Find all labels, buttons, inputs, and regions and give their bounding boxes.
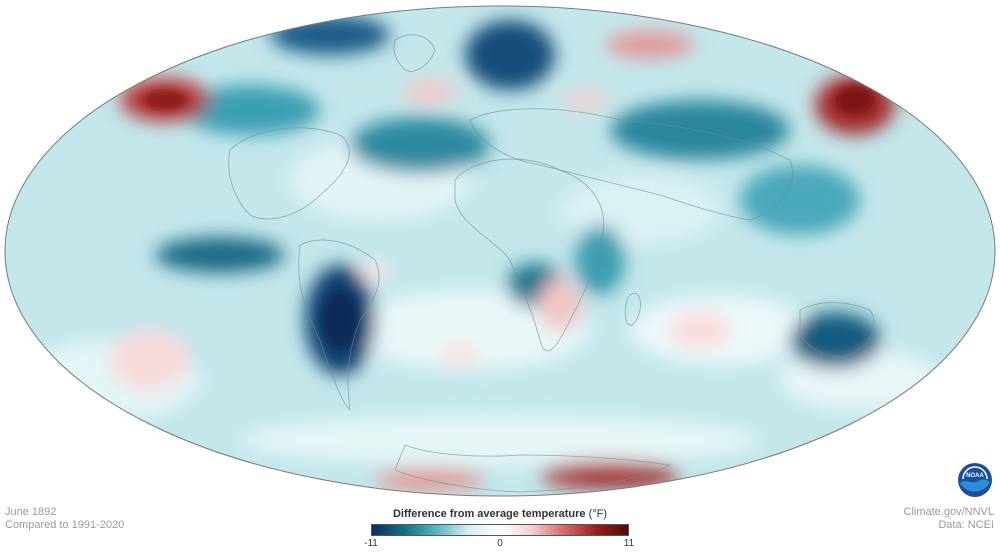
legend-title-text: Difference from average temperature	[392, 508, 586, 520]
color-legend: Difference from average temperature (°F)…	[350, 508, 650, 549]
coastlines	[228, 34, 875, 493]
legend-unit: (°F)	[588, 508, 608, 520]
legend-mid-label: 0	[497, 538, 503, 549]
source-site: Climate.gov/NNVL	[903, 506, 994, 518]
baseline-period: Compared to 1991-2020	[5, 519, 125, 531]
source-data: Data: NCEI	[938, 519, 994, 531]
noaa-logo-text: NOAA	[966, 473, 984, 479]
anomaly-field	[5, 6, 995, 496]
globe-outline	[4, 5, 996, 497]
temperature-anomaly-map	[4, 5, 996, 497]
map-date: June 1892	[5, 506, 57, 518]
legend-min-label: -11	[364, 538, 378, 549]
date-info: June 1892 Compared to 1991-2020	[5, 506, 124, 532]
legend-color-bar	[371, 524, 629, 536]
legend-title: Difference from average temperature (°F)	[350, 508, 650, 521]
noaa-logo-icon: NOAA	[958, 463, 992, 497]
legend-max-label: 11	[623, 538, 635, 549]
source-info: Climate.gov/NNVL Data: NCEI	[904, 506, 994, 532]
